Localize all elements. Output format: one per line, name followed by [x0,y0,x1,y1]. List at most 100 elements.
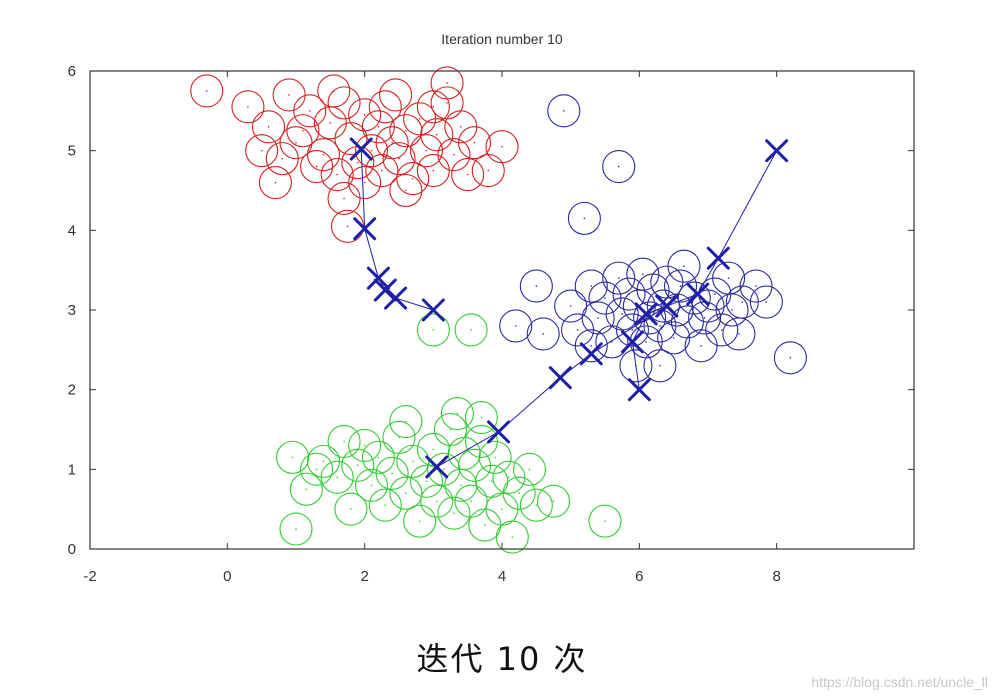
data-point-center [329,121,332,124]
data-point-center [336,173,339,176]
data-point-cluster-1 [306,138,341,172]
data-point-cluster-1 [231,90,265,124]
data-point-center [518,492,520,495]
y-tick-label: 3 [68,302,76,319]
data-point-center [377,125,380,128]
data-point-center [576,329,579,331]
data-point-center [508,476,510,479]
data-point-center [350,508,352,510]
data-point-cluster-1 [272,78,306,112]
data-point-cluster-2 [519,269,553,303]
data-point-cluster-2 [684,329,718,363]
centroid-path-2 [631,305,667,390]
data-point-center [425,149,428,152]
centroid-marker [655,294,679,318]
centroid-marker [373,278,397,302]
data-point-center [411,460,414,463]
data-point-center [291,456,294,459]
data-point-center [511,536,514,538]
y-tick-label: 2 [68,382,76,399]
data-point-center [332,90,335,92]
data-point-center [590,345,593,347]
data-point-center [470,329,472,331]
data-point-center [394,94,397,96]
data-point-center [466,173,469,176]
x-tick-label: -2 [83,568,96,585]
data-point-cluster-3 [409,464,444,498]
data-point-cluster-2 [667,249,701,283]
x-tick-label: 4 [498,568,506,585]
data-point-cluster-1 [348,165,382,200]
centroid-path-1 [360,149,434,311]
y-tick-label: 4 [68,222,76,239]
data-point-center [370,149,373,152]
data-point-cluster-3 [420,484,454,518]
data-point-cluster-3 [348,428,382,462]
data-point-cluster-2 [773,341,807,375]
data-point-center [552,500,555,503]
data-point-cluster-1 [251,110,286,144]
x-tick-label: 2 [360,568,368,585]
data-point-cluster-3 [512,452,547,486]
data-point-center [487,169,490,172]
data-point-center [514,325,517,327]
data-point-center [370,484,373,487]
data-point-center [398,157,400,160]
data-point-center [659,364,661,367]
data-point-center [617,165,620,168]
data-point-center [755,285,757,287]
data-point-center [569,305,572,307]
data-point-cluster-1 [368,90,402,124]
centroid-trajectories [349,137,789,479]
data-point-center [460,125,462,128]
data-point-cluster-2 [633,301,667,335]
data-point-cluster-1 [420,118,454,152]
data-point-center [295,141,297,144]
data-point-cluster-1 [375,126,409,160]
cluster-points [190,66,807,554]
data-point-cluster-2 [574,329,608,363]
data-point-center [446,102,448,104]
centroid-marker [634,302,658,326]
data-point-center [720,329,723,331]
data-point-cluster-3 [334,492,368,526]
data-point-center [274,181,277,184]
data-point-cluster-1 [327,181,361,216]
data-point-center [442,468,445,471]
data-point-center [484,524,486,526]
data-point-cluster-2 [663,269,698,303]
data-point-cluster-1 [416,90,450,124]
data-point-cluster-1 [389,114,423,148]
data-point-center [460,484,462,487]
data-point-cluster-1 [354,134,389,168]
data-point-cluster-1 [457,126,492,160]
data-point-center [384,504,387,506]
centroid-marker [627,378,651,402]
data-point-cluster-2 [646,289,680,323]
data-point-center [260,149,263,152]
data-point-center [405,492,407,495]
data-point-cluster-3 [341,448,375,482]
data-point-center [666,281,668,283]
centroid-marker [366,266,390,290]
data-point-cluster-1 [396,162,430,196]
data-point-center [435,133,438,136]
data-point-cluster-1 [286,114,320,148]
data-point-cluster-2 [554,289,588,323]
data-point-center [425,480,428,483]
data-point-cluster-3 [416,313,450,347]
centroid-marker [620,330,644,354]
centroid-marker [353,217,377,241]
data-point-cluster-2 [749,285,783,319]
data-point-cluster-3 [502,476,536,510]
y-tick-label: 5 [68,143,76,160]
data-point-cluster-2 [619,349,653,383]
data-point-center [617,277,620,279]
data-point-center [377,456,380,459]
centroid-marker [384,286,408,310]
data-point-cluster-1 [382,142,416,176]
data-point-center [703,317,706,319]
data-point-cluster-3 [289,472,323,506]
data-point-center [473,464,476,467]
data-point-cluster-1 [327,86,361,120]
